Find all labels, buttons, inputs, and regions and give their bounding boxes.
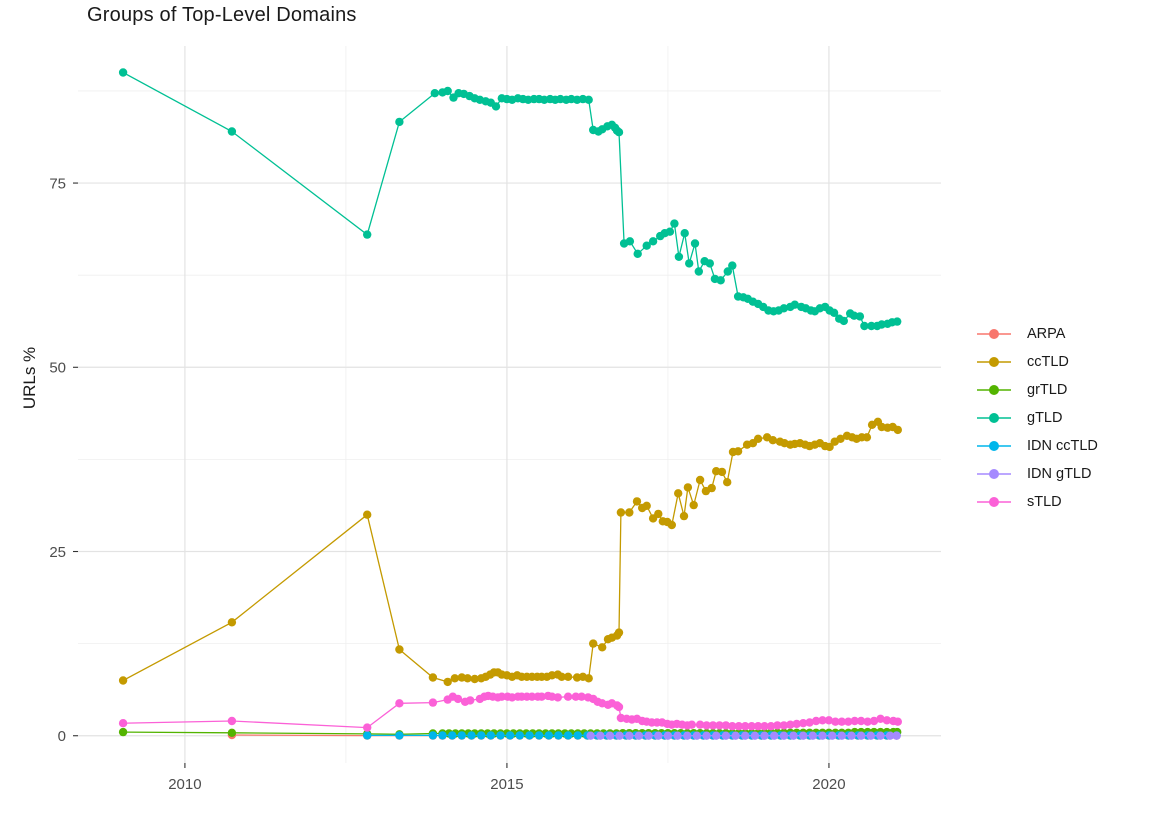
grtld-key-icon	[977, 385, 1011, 395]
grid-minor	[78, 46, 941, 763]
arpa-key-icon	[977, 329, 1011, 339]
legend-item-arpa: ARPA	[976, 320, 1098, 348]
legend-item-stld: sTLD	[976, 488, 1098, 516]
y-tick-label: 25	[49, 544, 66, 561]
idn-cctld-key-icon	[977, 441, 1011, 451]
y-tick-label: 75	[49, 175, 66, 192]
series-cctld	[118, 417, 902, 687]
y-tick-label: 0	[58, 728, 66, 745]
legend-item-idn-cctld: IDN ccTLD	[976, 432, 1098, 460]
legend-label: IDN gTLD	[1027, 466, 1092, 482]
legend-label: ARPA	[1027, 326, 1066, 342]
legend-item-grtld: grTLD	[976, 376, 1098, 404]
stld-key-icon	[977, 497, 1011, 507]
x-tick-label: 2020	[812, 776, 845, 793]
idn-gtld-key-icon	[977, 469, 1011, 479]
legend-item-idn-gtld: IDN gTLD	[976, 460, 1098, 488]
x-tick-label: 2015	[490, 776, 523, 793]
x-tick-label: 2010	[168, 776, 201, 793]
x-axis-labels: 2010 2015 2020	[168, 776, 845, 793]
legend-item-gtld: gTLD	[976, 404, 1098, 432]
grid-major	[78, 46, 941, 763]
legend-label: gTLD	[1027, 410, 1063, 426]
series-gtld	[118, 68, 902, 331]
y-tick-label: 50	[49, 360, 66, 377]
series-stld	[118, 691, 902, 732]
legend-label: IDN ccTLD	[1027, 438, 1098, 454]
legend-label: ccTLD	[1027, 354, 1069, 370]
cctld-key-icon	[977, 357, 1011, 367]
legend-label: grTLD	[1027, 382, 1068, 398]
y-axis-title: URLs %	[20, 346, 39, 410]
y-axis-labels: 0 25 50 75	[49, 175, 66, 745]
legend-label: sTLD	[1027, 494, 1062, 510]
series-idn-gtld	[586, 731, 901, 740]
legend: ARPA ccTLD grTLD gTLD IDN ccTLD IDN gTLD…	[976, 320, 1098, 516]
gtld-key-icon	[977, 413, 1011, 423]
chart-title: Groups of Top-Level Domains	[87, 4, 357, 26]
legend-item-cctld: ccTLD	[976, 348, 1098, 376]
axis-ticks	[73, 182, 830, 768]
